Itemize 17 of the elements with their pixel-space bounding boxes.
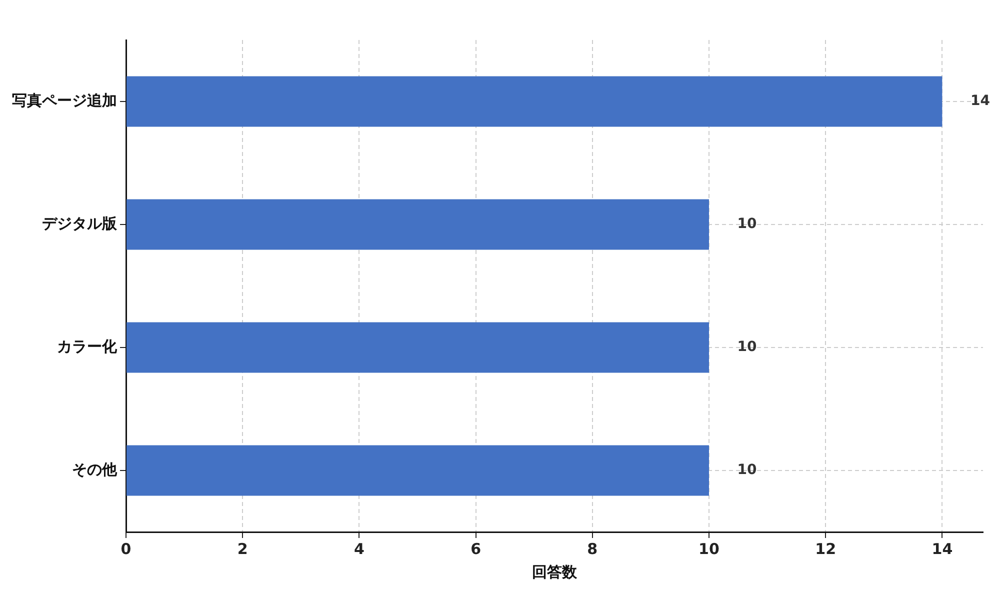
x-tick-label: 2 [237,540,248,558]
y-tick-label: 写真ページ追加 [12,91,117,110]
data-label: 10 [737,339,757,356]
x-axis-title: 回答数 [532,562,578,581]
data-label: 10 [737,462,757,478]
x-tick-label: 0 [120,540,132,558]
data-label: 14 [970,93,990,110]
data-label: 10 [737,216,757,232]
x-tick-label: 12 [815,540,836,558]
y-tick-label: その他 [72,460,118,478]
x-tick-label: 10 [698,540,720,558]
y-tick-label: カラー化 [57,337,118,356]
y-tick-label: デジタル版 [42,214,118,232]
x-tick-label: 14 [932,540,953,558]
x-tick-label: 8 [587,540,598,558]
x-tick-label: 6 [470,540,482,558]
x-tick-label: 4 [354,540,364,558]
